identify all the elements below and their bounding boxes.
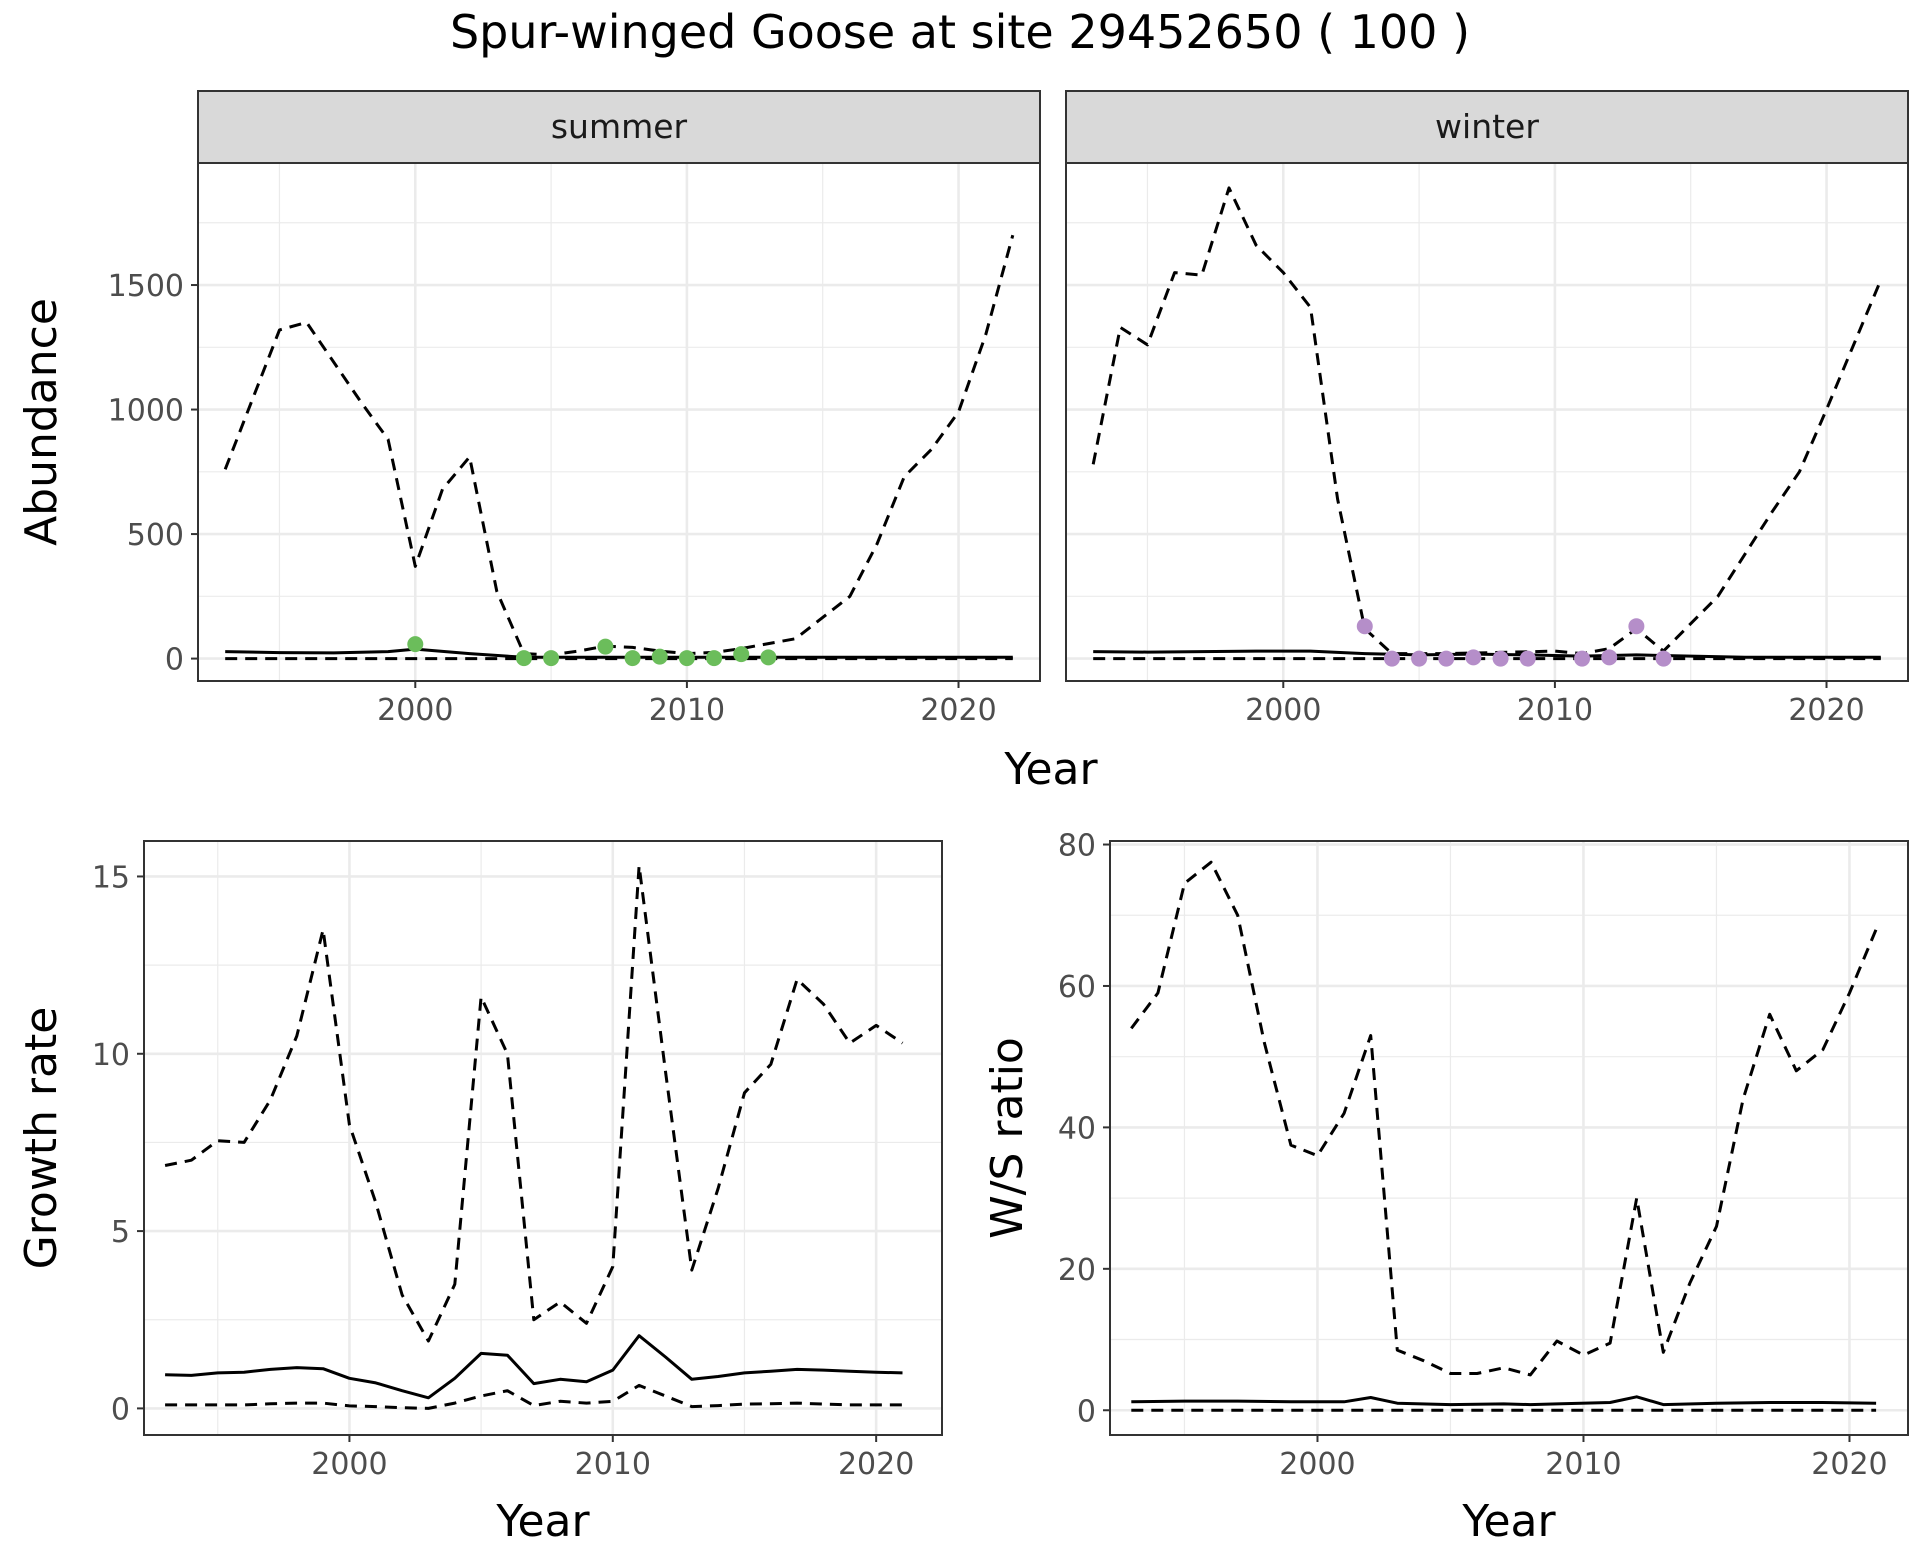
abundance-summer-panel: 2000 2010 2020 0 500 1000 1500 summer (108, 90, 1041, 728)
abundance-summer-data-point (543, 650, 560, 667)
abundance-winter-data-point (1438, 650, 1455, 667)
growth-rate-x-tick-label: 2020 (838, 1447, 914, 1482)
growth-y-axis-title: Growth rate (16, 1007, 67, 1270)
abundance-summer-x-tick-label: 2010 (649, 693, 725, 728)
abundance-winter-data-point (1492, 650, 1509, 667)
abundance-winter-x-tick-label: 2010 (1517, 693, 1593, 728)
abundance-summer-background (198, 163, 1040, 681)
growth-rate-series-line-solid-1 (165, 1334, 903, 1400)
abundance-winter-data-point (1628, 618, 1645, 635)
growth-rate-y-tick-label: 5 (111, 1215, 130, 1250)
abundance-winter-data-point (1574, 650, 1591, 667)
abundance-summer-data-point (597, 638, 614, 655)
abundance-summer-y-tick-label: 500 (127, 518, 184, 553)
abundance-winter-data-point (1465, 649, 1482, 666)
growth-rate-panel: 2000 2010 2020 0 5 10 15 (92, 840, 943, 1482)
abundance-summer-x-tick-label: 2000 (377, 693, 453, 728)
ws-y-axis-title: W/S ratio (982, 1037, 1033, 1239)
abundance-winter-x-tick-label: 2000 (1245, 693, 1321, 728)
growth-rate-y-tick-label: 15 (92, 860, 130, 895)
abundance-winter-strip (1065, 90, 1909, 164)
abundance-winter-data-point (1519, 650, 1536, 667)
abundance-summer-data-point (733, 646, 750, 663)
ws-ratio-x-tick-label: 2000 (1279, 1447, 1355, 1482)
ws-ratio-y-tick-label: 80 (1058, 829, 1096, 864)
growth-rate-y-tick-label: 10 (92, 1038, 130, 1073)
growth-rate-x-tick-label: 2010 (575, 1447, 651, 1482)
ws-ratio-panel: 2000 2010 2020 0 20 40 60 80 (1058, 829, 1909, 1482)
abundance-summer-strip-label: summer (551, 107, 688, 146)
abundance-summer-y-tick-label: 0 (165, 643, 184, 678)
growth-rate-border (143, 840, 943, 1436)
abundance-winter-x-tick-label: 2020 (1788, 693, 1864, 728)
abundance-summer-data-point (706, 650, 723, 667)
growth-rate-x-tick-label: 2000 (311, 1447, 387, 1482)
ws-ratio-y-tick-label: 20 (1058, 1253, 1096, 1288)
ws-ratio-background (1110, 841, 1908, 1435)
growth-x-axis-title: Year (495, 1496, 590, 1547)
abundance-winter-data-point (1356, 618, 1373, 635)
abundance-summer-data-point (678, 650, 695, 667)
ws-ratio-series-line-dashed-2 (1130, 860, 1878, 1377)
ws-ratio-y-tick-label: 60 (1058, 970, 1096, 1005)
abundance-summer-data-point (760, 649, 777, 666)
abundance-summer-x-tick-label: 2020 (920, 693, 996, 728)
abundance-winter-data-point (1383, 650, 1400, 667)
abundance-summer-y-tick-label: 1000 (108, 394, 184, 429)
abundance-summer-y-tick-label: 1500 (108, 269, 184, 304)
ws-ratio-border (1109, 840, 1909, 1436)
abundance-summer-data-point (515, 650, 532, 667)
abundance-summer-data-point (407, 636, 424, 653)
abundance-winter-background (1066, 163, 1908, 681)
abundance-winter-data-point (1655, 650, 1672, 667)
ws-ratio-x-tick-label: 2010 (1545, 1447, 1621, 1482)
ws-ratio-series-line-solid-1 (1131, 1395, 1877, 1407)
abundance-summer-strip (197, 90, 1041, 164)
abundance-summer-series-line-dashed-2 (223, 234, 1015, 657)
abundance-summer-data-point (651, 648, 668, 665)
abundance-winter-strip-label: winter (1435, 107, 1539, 146)
abundance-summer-data-point (624, 650, 641, 667)
ws-ratio-y-tick-label: 0 (1077, 1394, 1096, 1429)
growth-rate-y-tick-label: 0 (111, 1392, 130, 1427)
ws-ratio-x-tick-label: 2020 (1811, 1447, 1887, 1482)
ws-x-axis-title: Year (1461, 1496, 1556, 1547)
ws-ratio-y-tick-label: 40 (1058, 1111, 1096, 1146)
growth-rate-series-line-dashed-2 (164, 864, 904, 1343)
abundance-winter-data-point (1411, 650, 1428, 667)
abundance-y-axis-title: Abundance (16, 298, 67, 546)
growth-rate-series-line-dashed-3 (165, 1383, 903, 1410)
abundance-winter-panel: 2000 2010 2020 winter (1065, 90, 1909, 728)
abundance-x-axis-title: Year (1003, 744, 1098, 795)
growth-rate-background (144, 841, 942, 1435)
abundance-winter-data-point (1601, 649, 1618, 666)
chart-title: Spur-winged Goose at site 29452650 ( 100… (450, 5, 1470, 59)
